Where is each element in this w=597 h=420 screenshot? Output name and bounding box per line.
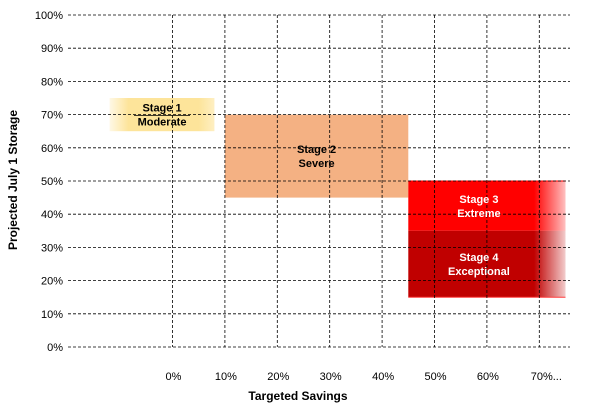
y-tick-label: 50% [41, 176, 63, 188]
y-tick-label: 20% [41, 276, 63, 288]
y-tick-label: 70% [41, 110, 63, 122]
stage-1-name: Moderate [138, 117, 187, 129]
stage-2-title: Stage 2 [297, 144, 336, 156]
stage-4-name: Exceptional [448, 266, 510, 278]
stage-3-title: Stage 3 [459, 194, 498, 206]
stage-3-name: Extreme [457, 208, 500, 220]
stage-region-2 [224, 114, 409, 198]
x-tick-label: 40% [372, 371, 394, 383]
x-tick-label: 0% [166, 371, 182, 383]
y-tick-label: 60% [41, 143, 63, 155]
y-axis-title: Projected July 1 Storage [6, 110, 20, 250]
stage-4-title: Stage 4 [459, 252, 499, 264]
stage-2-name: Severe [299, 158, 335, 170]
x-tick-label: 20% [267, 371, 289, 383]
stage-labels: Stage 1 Moderate Stage 2 Severe Stage 3 Extre… [134, 103, 510, 278]
x-tick-label: 70%... [531, 371, 562, 383]
x-tick-label: 30% [320, 371, 342, 383]
x-tick-label: 50% [424, 371, 446, 383]
y-tick-label: 10% [41, 309, 63, 321]
x-tick-label: 10% [215, 371, 237, 383]
y-tick-label: 30% [41, 242, 63, 254]
y-tick-label: 80% [41, 76, 63, 88]
x-axis-title: Targeted Savings [248, 389, 347, 403]
x-tick-label: 60% [477, 371, 499, 383]
stage-region-1 [109, 98, 215, 132]
gridlines [68, 14, 570, 348]
x-axis-ticks: 0% 10% 20% 30% 40% 50% 60% 70%... [166, 371, 562, 383]
y-axis-ticks: 0% 10% 20% 30% 40% 50% 60% 70% 80% 90% 100% [35, 10, 63, 354]
stage-1-title: Stage 1 [142, 103, 181, 115]
y-tick-label: 40% [41, 209, 63, 221]
y-tick-label: 0% [47, 342, 63, 354]
y-tick-label: 100% [35, 10, 63, 22]
y-tick-label: 90% [41, 43, 63, 55]
